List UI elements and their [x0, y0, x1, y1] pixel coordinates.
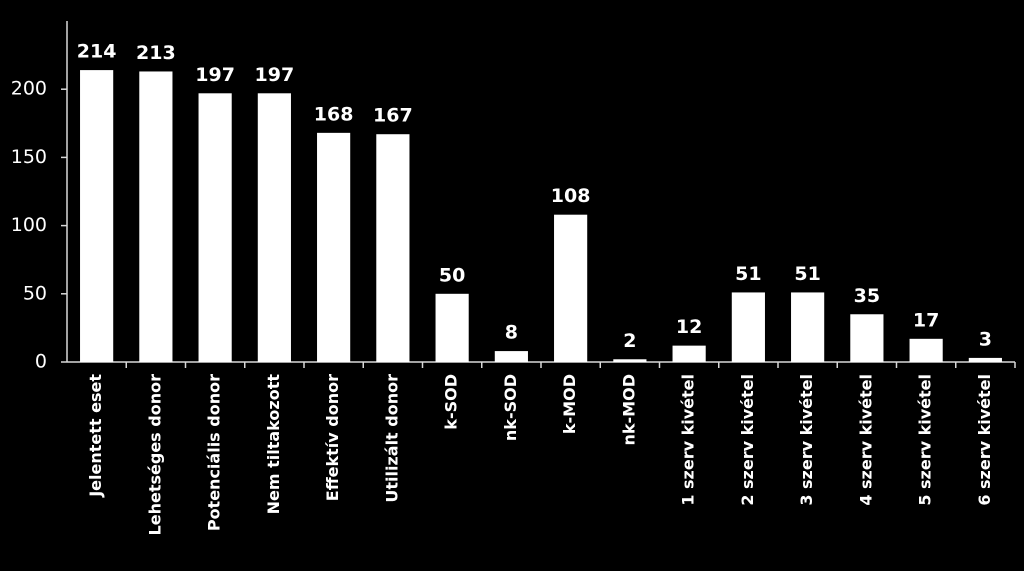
bar: [257, 93, 291, 363]
y-tick-label: 150: [11, 146, 47, 168]
y-tick-label: 100: [11, 214, 47, 236]
x-tick-label: Potenciális donor: [205, 374, 224, 531]
x-tick-label: 6 szerv kivétel: [975, 374, 994, 506]
bar: [317, 132, 351, 362]
x-tick-label: nk-SOD: [501, 374, 520, 441]
bar: [376, 134, 410, 362]
value-label: 51: [735, 263, 761, 285]
bar: [613, 359, 647, 362]
value-label: 108: [551, 185, 591, 207]
bar: [791, 292, 825, 362]
x-tick-label: 3 szerv kivétel: [797, 374, 816, 506]
x-tick-label: Lehetséges donor: [145, 374, 164, 536]
value-label: 35: [854, 285, 880, 307]
x-tick-label: k-SOD: [442, 374, 461, 430]
x-tick-label: Effektív donor: [323, 374, 342, 501]
value-label: 197: [255, 64, 295, 86]
x-tick-label: Nem tiltakozott: [264, 374, 283, 515]
value-label: 213: [136, 42, 176, 64]
value-label: 2: [623, 330, 636, 352]
x-tick-label: k-MOD: [560, 374, 579, 434]
value-label: 167: [373, 105, 413, 127]
value-label: 17: [913, 309, 939, 331]
x-tick-label: 1 szerv kivétel: [679, 374, 698, 506]
bar: [909, 338, 943, 362]
y-tick-label: 50: [23, 282, 47, 304]
x-tick-label: 4 szerv kivétel: [856, 374, 875, 506]
x-tick-label: Jelentett eset: [86, 374, 105, 498]
x-tick-label: 2 szerv kivétel: [738, 374, 757, 506]
value-label: 197: [195, 64, 235, 86]
value-label: 168: [314, 103, 354, 125]
value-label: 51: [794, 263, 820, 285]
bar: [80, 70, 114, 362]
y-tick-label: 0: [35, 351, 47, 373]
x-tick-label: Utilizált donor: [382, 374, 401, 503]
value-label: 214: [77, 41, 117, 63]
bar: [494, 351, 528, 362]
bar: [139, 71, 173, 362]
x-tick-label: nk-MOD: [619, 374, 638, 445]
bar: [554, 214, 588, 362]
value-label: 8: [505, 322, 518, 344]
value-label: 50: [439, 264, 465, 286]
bar: [198, 93, 232, 363]
value-label: 3: [979, 328, 992, 350]
bar: [435, 293, 469, 362]
value-label: 12: [676, 316, 702, 338]
bar: [850, 314, 884, 362]
bar: [672, 345, 706, 362]
y-tick-label: 200: [11, 78, 47, 100]
bar: [968, 357, 1002, 362]
x-tick-label: 5 szerv kivétel: [916, 374, 935, 506]
bar: [731, 292, 765, 362]
